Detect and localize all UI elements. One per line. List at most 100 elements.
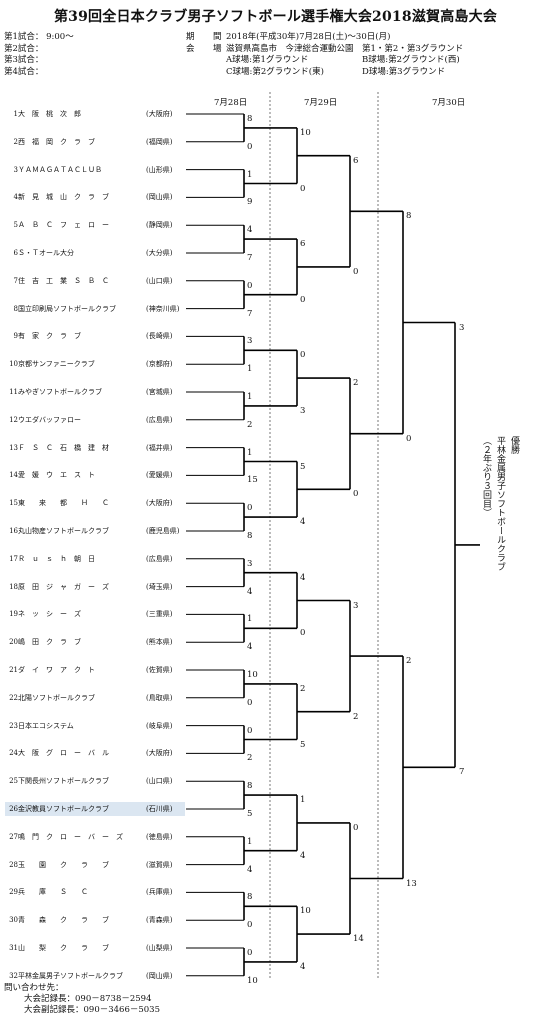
day-header-3: 7月30日: [432, 98, 466, 108]
venue-value: 滋賀県高島市 今津総合運動公園 第1・第2・第3グラウンド: [226, 43, 464, 54]
round1-score: 4: [247, 225, 253, 236]
team-name: 西 福 岡 ク ラ ブ: [18, 137, 95, 146]
team-prefecture: (広島県): [146, 554, 173, 563]
team-name: 嶋 田 ク ラ ブ: [18, 638, 81, 647]
round1-score: 8: [247, 781, 253, 792]
team-prefecture: (大阪府): [146, 499, 173, 508]
team-prefecture: (福岡県): [146, 137, 173, 146]
team-prefecture: (静岡県): [146, 221, 173, 230]
round1-score: 5: [247, 809, 253, 819]
field-d: D球場:第3グラウンド: [362, 66, 446, 77]
team-prefecture: (愛媛県): [146, 471, 173, 480]
round2-score: 4: [300, 850, 306, 861]
team-number: 5: [13, 221, 18, 230]
team-number: 17: [9, 554, 18, 563]
page-title: 第39回全日本クラブ男子ソフトボール選手権大会2018滋賀高島大会: [53, 9, 498, 25]
team-number: 27: [9, 832, 18, 841]
event-info: 期 間2018年(平成30年)7月28日(土)～30日(月) 会 場滋賀県高島市…: [186, 32, 463, 78]
champion-label: 優勝: [509, 436, 519, 454]
team-row: 32 平林金属男子ソフトボールクラブ (岡山県): [5, 969, 185, 983]
team-prefecture: (青森県): [146, 916, 173, 925]
round2-score: 10: [300, 127, 311, 138]
round4-score: 0: [406, 433, 412, 444]
team-prefecture: (大阪府): [146, 110, 173, 118]
team-prefecture: (山梨県): [146, 944, 173, 952]
team-name: みやぎソフトボールクラブ: [18, 388, 102, 396]
round2-score: 0: [300, 628, 306, 639]
round1-score: 4: [247, 642, 253, 653]
team-name: 国立印刷局ソフトボールクラブ: [18, 304, 116, 313]
round1-score: 0: [247, 948, 253, 958]
round1-score: 4: [247, 586, 253, 597]
team-name: 有 家 ク ラ ブ: [18, 332, 81, 341]
team-number: 3: [13, 165, 18, 174]
round3-score: 2: [353, 711, 359, 722]
team-row: 13 Ｆ Ｓ Ｃ 石 橋 建 材 (福井県): [5, 441, 185, 455]
round2-score: 5: [300, 739, 306, 750]
team-number: 11: [9, 388, 18, 396]
team-name: 愛 媛 ウ エ ス ト: [18, 471, 95, 480]
round2-score: 1: [300, 795, 306, 806]
team-row: 26 金沢教員ソフトボールクラブ (石川県): [5, 802, 185, 816]
team-prefecture: (神奈川県): [146, 304, 180, 313]
round2-score: 0: [300, 350, 306, 361]
round2-score: 0: [300, 294, 306, 305]
champion-team: 平林金属男子ソフトボールクラブ: [495, 436, 505, 571]
team-row: 21 ダ イ ワ ア ク ト (佐賀県): [5, 663, 185, 677]
field-b: B球場:第2グラウンド(西): [362, 55, 460, 65]
round4-score: 2: [406, 656, 412, 667]
team-name: 金沢教員ソフトボールクラブ: [18, 805, 109, 813]
team-name: 鳴 門 ク ロ ー バ ー ズ: [18, 832, 123, 841]
round1-score: 15: [247, 475, 258, 486]
round1-score: 0: [247, 725, 253, 736]
team-name: 丸山物産ソフトボールクラブ: [18, 527, 109, 535]
round4-score: 13: [406, 878, 417, 889]
team-name: 平林金属男子ソフトボールクラブ: [18, 971, 123, 980]
team-number: 25: [9, 777, 18, 786]
team-number: 15: [9, 499, 18, 508]
round1-score: 0: [247, 280, 253, 291]
schedule-line: 第3試合：: [4, 55, 44, 65]
round1-score: 1: [247, 169, 253, 180]
team-row: 28 玉 園 ク ラ ブ (滋賀県): [5, 858, 185, 872]
contact-line: 大会副記録長：090－3466－5035: [24, 1005, 160, 1015]
team-name: 新 見 城 山 ク ラ ブ: [18, 193, 109, 202]
round1-score: 1: [247, 614, 253, 625]
round1-score: 7: [247, 253, 253, 263]
team-row: 18 原 田 ジ ャ ガ ー ズ (埼玉県): [5, 580, 185, 594]
team-name: ウエダバッファロー: [18, 415, 81, 424]
team-name: Ｒ ｕ ｓ ｈ 朝 日: [18, 554, 95, 563]
team-row: 24 大 阪 グ ロ ー バ ル (大阪府): [5, 746, 185, 760]
champion-note: （２年ぶり３回目）: [481, 436, 491, 517]
team-name: ＹＡＭＡＧＡＴＡＣＬＵＢ: [18, 165, 102, 174]
team-prefecture: (滋賀県): [146, 860, 173, 869]
team-prefecture: (徳島県): [146, 832, 173, 841]
team-number: 32: [9, 971, 18, 980]
team-row: 23 日本エコシステム (岐阜県): [5, 719, 185, 733]
team-number: 26: [9, 805, 18, 813]
team-prefecture: (熊本県): [146, 638, 173, 647]
field-c: C球場:第2グラウンド(東): [226, 66, 324, 77]
team-prefecture: (鳥取県): [146, 693, 173, 702]
team-row: 10 京都サンファニークラブ (京都府): [5, 357, 185, 371]
contact-info: 問い合わせ先： 大会記録長：090－8738－2594 大会副記録長：090－3…: [4, 983, 160, 1016]
round1-score: 1: [247, 836, 253, 847]
team-name: 日本エコシステム: [18, 721, 74, 730]
team-number: 4: [13, 193, 18, 202]
team-number: 24: [9, 749, 18, 758]
round1-score: 2: [247, 419, 253, 430]
field-a: A球場:第1グラウンド: [226, 55, 309, 65]
round4-score: 8: [406, 211, 412, 222]
round1-score: 10: [247, 670, 258, 680]
team-prefecture: (宮城県): [146, 388, 173, 396]
schedule-line: 第2試合：: [4, 43, 44, 54]
team-prefecture: (埼玉県): [146, 582, 173, 591]
period-value: 2018年(平成30年)7月28日(土)～30日(月): [226, 32, 391, 42]
round1-score: 0: [247, 697, 253, 708]
contact-heading: 問い合わせ先：: [4, 983, 64, 993]
round2-score: 2: [300, 683, 306, 694]
team-name: ダ イ ワ ア ク ト: [18, 666, 95, 674]
round1-score: 9: [247, 197, 253, 208]
team-name: 玉 園 ク ラ ブ: [18, 860, 109, 869]
